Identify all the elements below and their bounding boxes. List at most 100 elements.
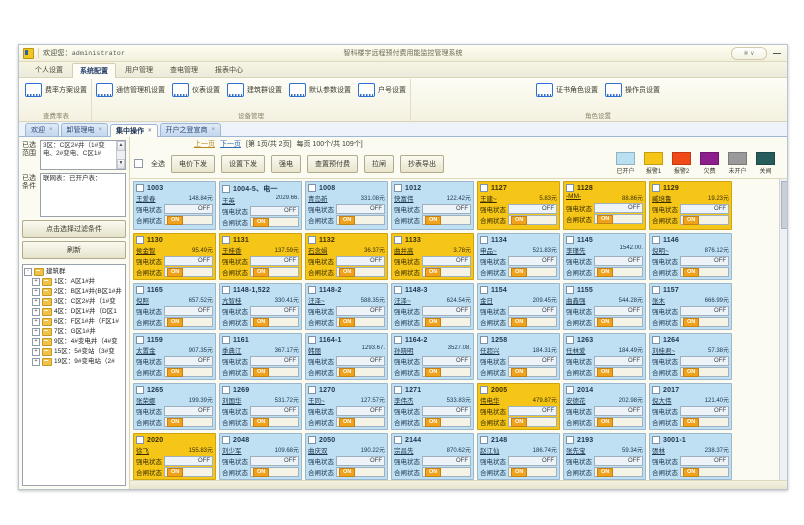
card-owner-name[interactable]: 王桂香 bbox=[222, 248, 242, 255]
meter-card[interactable]: 1131 王桂香 137.59元 强电状态 OFF 合闸状态 ON bbox=[219, 233, 302, 280]
ribbon-tab-user[interactable]: 用户管理 bbox=[125, 67, 153, 74]
card-owner-name[interactable]: 亢智桂 bbox=[222, 298, 242, 305]
ribbon-item-account-number[interactable]: 户号设置 bbox=[358, 83, 406, 97]
card-owner-name[interactable]: 任林爱 bbox=[566, 348, 586, 355]
meter-card[interactable]: 1159 太置金 907.35元 强电状态 OFF 合闸状态 ON bbox=[133, 333, 216, 380]
card-owner-name[interactable]: 季典江 bbox=[222, 348, 242, 355]
meter-card[interactable]: 1148-3 汪泽~ 624.54元 强电状态 OFF 合闸状态 ON bbox=[391, 283, 474, 330]
doc-tab-account-query[interactable]: 开户之登宣商 × bbox=[159, 123, 222, 136]
meter-card[interactable]: 1145 李瑾先 1542.00. 强电状态 OFF 合闸状态 ON bbox=[563, 233, 646, 280]
card-owner-name[interactable]: 刘桂君~ bbox=[652, 348, 676, 355]
meter-card[interactable]: 1270 王同~ 127.57元 强电状态 OFF 合闸状态 ON bbox=[305, 383, 388, 430]
ribbon-tab-personal[interactable]: 个人设置 bbox=[35, 67, 63, 74]
card-checkbox[interactable] bbox=[222, 286, 230, 294]
meter-card[interactable]: 2014 安德花 202.98元 强电状态 OFF 合闸状态 ON bbox=[563, 383, 646, 430]
card-checkbox[interactable] bbox=[222, 436, 230, 444]
tree-node[interactable]: + 3区：C区2#井（1#变 bbox=[24, 297, 124, 307]
meter-card[interactable]: 2050 曲庆双 190.22元 强电状态 OFF 合闸状态 ON bbox=[305, 433, 388, 480]
close-icon[interactable]: × bbox=[49, 127, 53, 133]
doc-tab-welcome[interactable]: 欢迎 × bbox=[25, 123, 59, 136]
card-owner-name[interactable]: 快富伟 bbox=[394, 196, 414, 203]
card-owner-name[interactable]: 太置金 bbox=[136, 348, 156, 355]
meter-card[interactable]: 1154 金日 209.45元 强电状态 OFF 合闸状态 ON bbox=[477, 283, 560, 330]
meter-card[interactable]: 1264 刘桂君~ 57.38元 强电状态 OFF 合闸状态 ON bbox=[649, 333, 732, 380]
card-checkbox[interactable] bbox=[222, 386, 230, 394]
tree-expander-icon[interactable]: + bbox=[32, 328, 40, 336]
meter-card[interactable]: 1265 张荣娜 199.39元 强电状态 OFF 合闸状态 ON bbox=[133, 383, 216, 430]
meter-card[interactable]: 1003 王爱春 148.84元 强电状态 OFF 合闸状态 ON bbox=[133, 181, 216, 230]
power-button[interactable]: 强电 bbox=[271, 154, 301, 173]
card-checkbox[interactable] bbox=[222, 336, 230, 344]
meter-card[interactable]: 1164-2 孙晓明 3527.08. 强电状态 OFF 合闸状态 ON bbox=[391, 333, 474, 380]
meter-card[interactable]: 1008 青岛新 331.08元 强电状态 OFF 合闸状态 ON bbox=[305, 181, 388, 230]
card-checkbox[interactable] bbox=[136, 336, 144, 344]
ribbon-item-cert-role[interactable]: 证书角色设置 bbox=[536, 83, 598, 97]
card-checkbox[interactable] bbox=[652, 184, 660, 192]
doc-tab-batch-operation[interactable]: 集中操作 × bbox=[110, 124, 158, 137]
ribbon-item-building-group[interactable]: 建筑群设置 bbox=[227, 83, 282, 97]
card-owner-name[interactable]: 金日 bbox=[480, 298, 493, 305]
card-owner-name[interactable]: 曲鑫强 bbox=[566, 298, 586, 305]
card-checkbox[interactable] bbox=[136, 286, 144, 294]
card-checkbox[interactable] bbox=[480, 184, 488, 192]
card-owner-name[interactable]: 汪泽~ bbox=[394, 298, 411, 305]
card-owner-name[interactable]: 王爱春 bbox=[136, 196, 156, 203]
meter-card[interactable]: 1132 石念娟 36.37元 强电状态 OFF 合闸状态 ON bbox=[305, 233, 388, 280]
card-checkbox[interactable] bbox=[566, 286, 574, 294]
grid-scrollbar-thumb[interactable] bbox=[781, 181, 787, 229]
meter-card[interactable]: 1128 -MM- 88.86元 强电状态 OFF 合闸状态 ON bbox=[563, 181, 646, 230]
meter-card[interactable]: 1012 快富伟 122.42元 强电状态 OFF 合闸状态 ON bbox=[391, 181, 474, 230]
card-owner-name[interactable]: 汪泽~ bbox=[308, 298, 325, 305]
card-checkbox[interactable] bbox=[136, 386, 144, 394]
tree-node[interactable]: + 6区：F区1#井（F区1# bbox=[24, 317, 124, 327]
meter-card[interactable]: 1130 侯金智 95.49元 强电状态 OFF 合闸状态 ON bbox=[133, 233, 216, 280]
card-owner-name[interactable]: 申品~ bbox=[480, 248, 497, 255]
card-checkbox[interactable] bbox=[394, 436, 402, 444]
card-checkbox[interactable] bbox=[394, 336, 402, 344]
card-owner-name[interactable]: 青岛新 bbox=[308, 196, 328, 203]
card-checkbox[interactable] bbox=[394, 286, 402, 294]
card-owner-name[interactable]: 孙晓明 bbox=[394, 348, 414, 355]
card-checkbox[interactable] bbox=[136, 184, 144, 192]
card-checkbox[interactable] bbox=[308, 236, 316, 244]
ribbon-item-operator[interactable]: 操作员设置 bbox=[605, 83, 660, 97]
card-checkbox[interactable] bbox=[394, 236, 402, 244]
card-checkbox[interactable] bbox=[652, 386, 660, 394]
meter-card[interactable]: 1269 刘国华 531.72元 强电状态 OFF 合闸状态 ON bbox=[219, 383, 302, 430]
tree-expander-icon[interactable]: + bbox=[32, 308, 40, 316]
scroll-up-icon[interactable]: ▲ bbox=[117, 141, 125, 151]
tree-root-node[interactable]: - 建筑群 bbox=[24, 267, 124, 277]
card-owner-name[interactable]: 曲庆双 bbox=[308, 448, 328, 455]
next-page-link[interactable]: 下一页 bbox=[220, 141, 241, 148]
filter-condition-button[interactable]: 点击选择过滤条件 bbox=[22, 220, 126, 238]
meter-card[interactable]: 2017 倪大伟 121.40元 强电状态 OFF 合闸状态 ON bbox=[649, 383, 732, 430]
ribbon-item-meter[interactable]: 仪表设置 bbox=[172, 83, 220, 97]
ribbon-item-default-params[interactable]: 默认参数设置 bbox=[289, 83, 351, 97]
card-owner-name[interactable]: 王建~ bbox=[480, 196, 497, 203]
meter-card[interactable]: 1258 任超兴 184.31元 强电状态 OFF 合闸状态 ON bbox=[477, 333, 560, 380]
tree-expander-icon[interactable]: - bbox=[24, 268, 32, 276]
card-owner-name[interactable]: 李伟杰 bbox=[394, 398, 414, 405]
card-owner-name[interactable]: 刘国华 bbox=[222, 398, 242, 405]
card-owner-name[interactable]: 曲井高 bbox=[394, 248, 414, 255]
card-checkbox[interactable] bbox=[480, 236, 488, 244]
tree-node[interactable]: + 7区：G区1#井 bbox=[24, 327, 124, 337]
card-checkbox[interactable] bbox=[222, 185, 230, 193]
selected-scope-listbox[interactable]: 3区：C区2#井（1#变电、2#变电、C区1# ▲ ▼ bbox=[40, 140, 126, 170]
tree-expander-icon[interactable]: + bbox=[32, 288, 40, 296]
doc-tab-manage-power[interactable]: 卸管理电 × bbox=[60, 123, 109, 136]
meter-card[interactable]: 2144 宗昌先 870.62元 强电状态 OFF 合闸状态 ON bbox=[391, 433, 474, 480]
meter-card[interactable]: 1263 任林爱 184.49元 强电状态 OFF 合闸状态 ON bbox=[563, 333, 646, 380]
card-owner-name[interactable]: 石念娟 bbox=[308, 248, 328, 255]
tree-node[interactable]: + 15区：5#变站（3#变 bbox=[24, 347, 124, 357]
meter-card[interactable]: 2193 张先宝 59.34元 强电状态 OFF 合闸状态 ON bbox=[563, 433, 646, 480]
tree-node[interactable]: + 4区：D区1#井（D区1 bbox=[24, 307, 124, 317]
card-owner-name[interactable]: 王英 bbox=[222, 198, 235, 205]
building-tree[interactable]: - 建筑群 + 1区：A区1#井 + 2区：B区1#井(B区1#井 + bbox=[22, 264, 126, 486]
tree-expander-icon[interactable]: + bbox=[32, 278, 40, 286]
card-owner-name[interactable]: 王同~ bbox=[308, 398, 325, 405]
grid-scrollbar[interactable] bbox=[779, 179, 787, 480]
tree-expander-icon[interactable]: + bbox=[32, 348, 40, 356]
card-checkbox[interactable] bbox=[480, 286, 488, 294]
card-owner-name[interactable]: 張林 bbox=[652, 448, 665, 455]
